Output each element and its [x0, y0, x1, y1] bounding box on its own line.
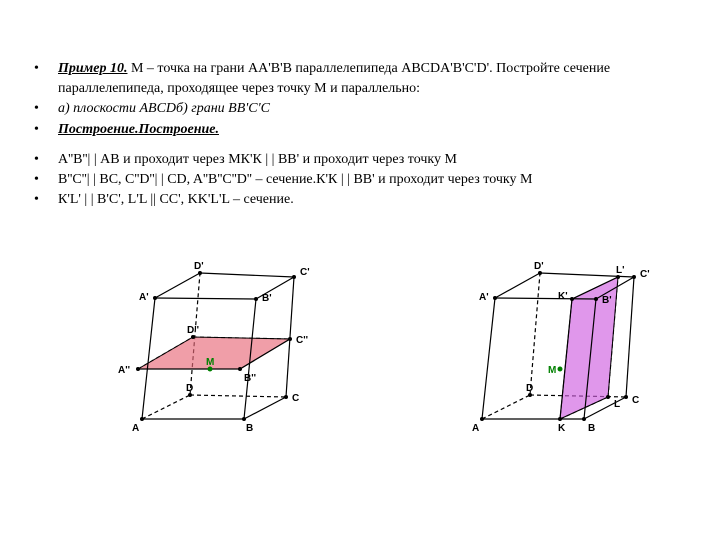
svg-text:C: C — [632, 395, 639, 406]
svg-text:L: L — [614, 399, 620, 410]
line1: • Пример 10. М – точка на грани АА'В'В п… — [34, 60, 696, 78]
line7: • К'L' | | B'C', L'L || CC', KK'L'L – се… — [34, 191, 696, 209]
svg-text:B'': B'' — [244, 373, 256, 384]
line3a: а) плоскости ABCD — [58, 101, 176, 116]
figures-row: A B C D A' B' C' D' A'' B'' C'' D'' M A B C D A' B' C' D' K K… — [34, 223, 696, 443]
svg-text:D: D — [186, 383, 193, 394]
svg-text:B': B' — [602, 295, 612, 306]
line5: • A''B''| | АВ и проходит через М К'К | … — [34, 151, 696, 169]
line6: • B''C''| | BC, C''D''| | CD, A''B''C''D… — [34, 171, 696, 189]
bullet-icon: • — [34, 151, 39, 169]
svg-text:B: B — [588, 423, 595, 434]
svg-text:A: A — [472, 423, 479, 434]
svg-text:C: C — [292, 393, 299, 404]
svg-text:A': A' — [139, 292, 149, 303]
bullet-icon: • — [34, 171, 39, 189]
line7b: К'L' | | B'C', L'L || CC', KK'L'L – сече… — [58, 192, 294, 207]
svg-text:C': C' — [640, 269, 650, 280]
svg-text:A: A — [132, 423, 139, 434]
line3: • а) плоскости ABCD б) грани BB'C'C — [34, 100, 696, 118]
line4a: Построение. — [58, 122, 138, 137]
svg-text:L': L' — [616, 265, 625, 276]
bullet-icon: • — [34, 121, 39, 139]
line5b: К'К | | BB' и проходит через точку М — [241, 152, 457, 167]
bullet-icon: • — [34, 60, 39, 78]
svg-text:M: M — [548, 365, 556, 376]
line2: параллелепипеда, проходящее через точку … — [34, 80, 696, 98]
svg-text:C'': C'' — [296, 335, 308, 346]
svg-text:D: D — [526, 383, 533, 394]
svg-text:A': A' — [479, 292, 489, 303]
svg-text:K: K — [558, 423, 566, 434]
svg-text:D': D' — [194, 261, 204, 272]
bullet-icon: • — [34, 191, 39, 209]
svg-text:A'': A'' — [118, 365, 130, 376]
line6b: К'К | | BB' и проходит через точку М — [316, 172, 532, 187]
line2-text: параллелепипеда, проходящее через точку … — [58, 80, 420, 98]
svg-text:D'': D'' — [187, 325, 199, 336]
line6a: B''C''| | BC, C''D''| | CD, A''B''C''D''… — [58, 172, 316, 187]
svg-text:B': B' — [262, 293, 272, 304]
line5a: A''B''| | АВ и проходит через М — [58, 152, 241, 167]
example-title: Пример 10. — [58, 61, 127, 76]
svg-text:C': C' — [300, 267, 310, 278]
line4b: Построение. — [138, 122, 218, 137]
line3b: б) грани BB'C'C — [176, 101, 270, 116]
svg-text:K': K' — [558, 291, 568, 302]
figure-b: A B C D A' B' C' D' K K' L L' M — [420, 223, 660, 443]
content: • Пример 10. М – точка на грани АА'В'В п… — [0, 0, 720, 443]
svg-text:B: B — [246, 423, 253, 434]
svg-text:M: M — [206, 357, 214, 368]
svg-text:D': D' — [534, 261, 544, 272]
line4: • Построение. Построение. — [34, 121, 696, 139]
line1-rest: М – точка на грани АА'В'В параллелепипед… — [127, 61, 610, 76]
figure-a: A B C D A' B' C' D' A'' B'' C'' D'' M — [80, 223, 320, 443]
bullet-icon: • — [34, 100, 39, 118]
